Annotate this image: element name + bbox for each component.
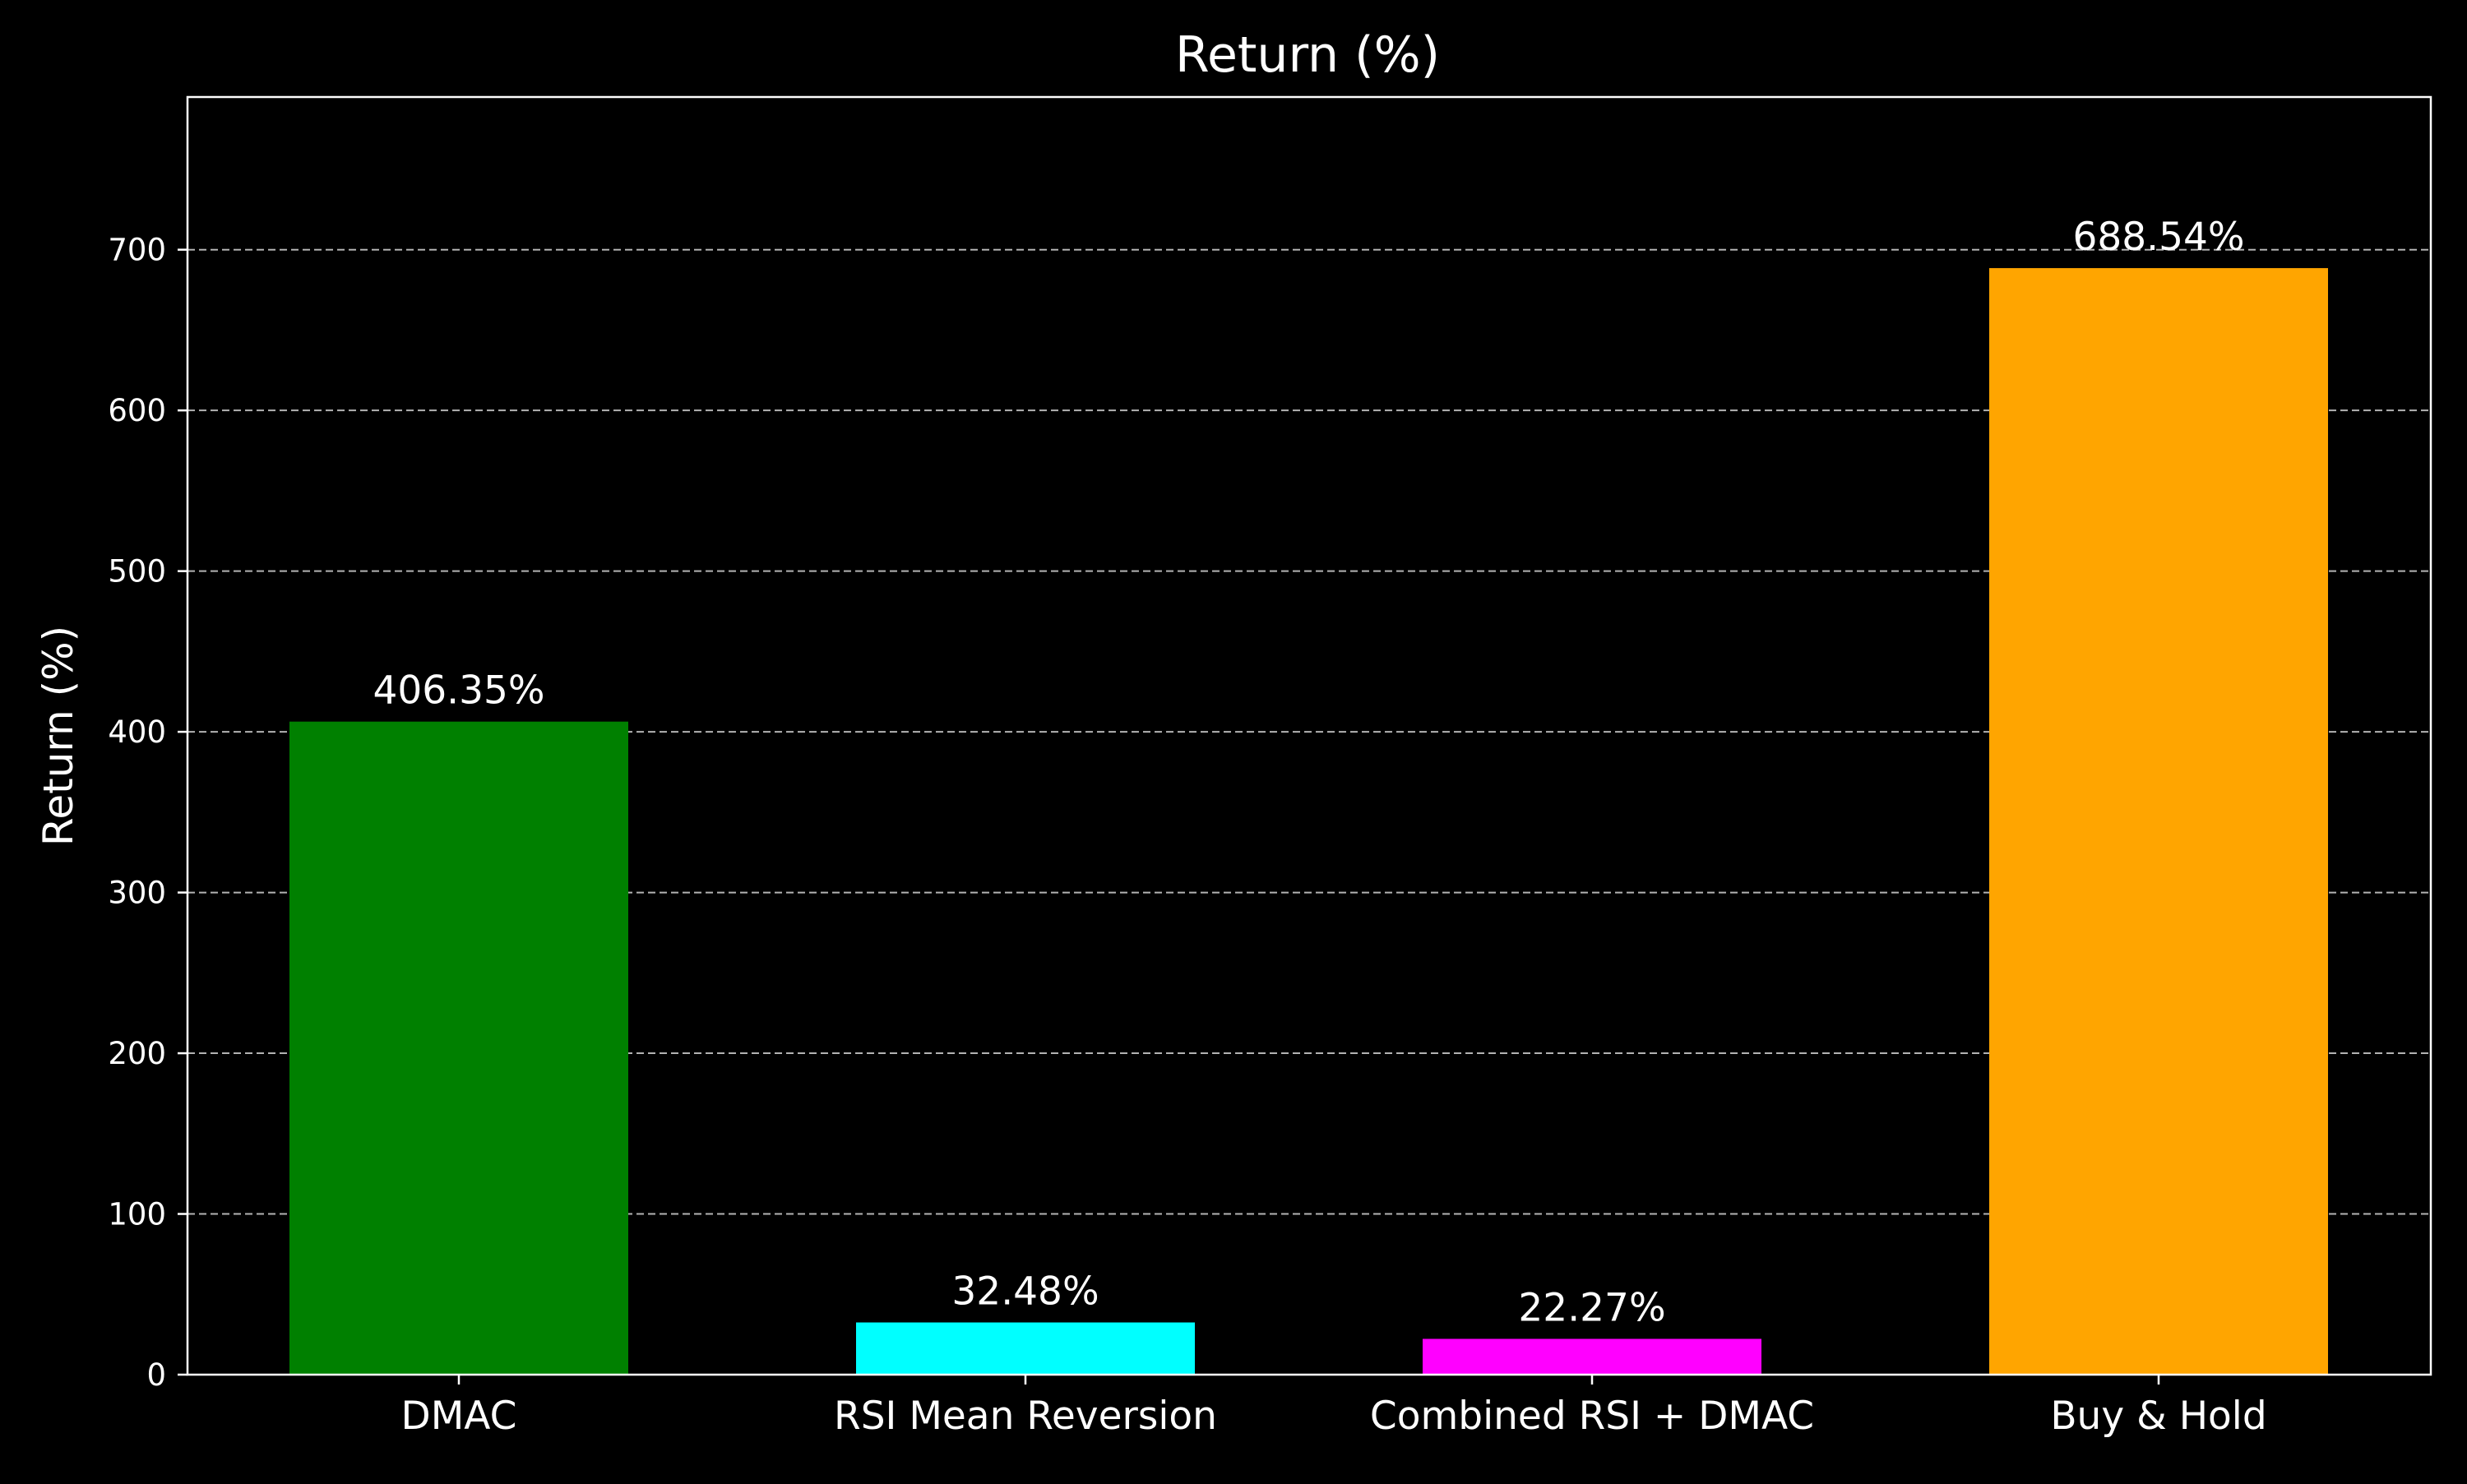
x-tick-label: DMAC [401, 1394, 517, 1439]
y-tick-label: 600 [108, 393, 166, 428]
y-tick-label: 700 [108, 233, 166, 268]
y-axis-ticks: 0 100 200 300 400 500 600 700 [108, 233, 187, 1393]
y-tick-label: 300 [108, 876, 166, 911]
bar-buy-hold [1989, 268, 2328, 1375]
data-labels: 406.35% 32.48% 22.27% 688.54% [373, 215, 2244, 1330]
data-label: 22.27% [1518, 1285, 1665, 1330]
bar-rsi-mean-reversion [856, 1322, 1195, 1375]
bar-dmac [289, 721, 628, 1375]
chart-title: Return (%) [1175, 26, 1440, 84]
y-tick-label: 0 [146, 1357, 166, 1393]
y-axis-label: Return (%) [35, 626, 82, 846]
plot-frame [186, 95, 2432, 1376]
y-tick-label: 500 [108, 554, 166, 589]
data-label: 32.48% [951, 1269, 1099, 1315]
bars [289, 268, 2328, 1375]
y-tick-label: 400 [108, 714, 166, 750]
x-axis-ticks: DMAC RSI Mean Reversion Combined RSI + DMA… [401, 1375, 2267, 1439]
x-tick-label: Buy & Hold [2050, 1394, 2266, 1439]
bar-combined-rsi-dmac [1423, 1338, 1761, 1375]
data-label: 688.54% [2072, 215, 2244, 260]
data-label: 406.35% [373, 668, 544, 714]
y-tick-label: 100 [108, 1197, 166, 1232]
y-tick-label: 200 [108, 1036, 166, 1071]
x-tick-label: Combined RSI + DMAC [1370, 1394, 1814, 1439]
x-tick-label: RSI Mean Reversion [834, 1394, 1217, 1439]
